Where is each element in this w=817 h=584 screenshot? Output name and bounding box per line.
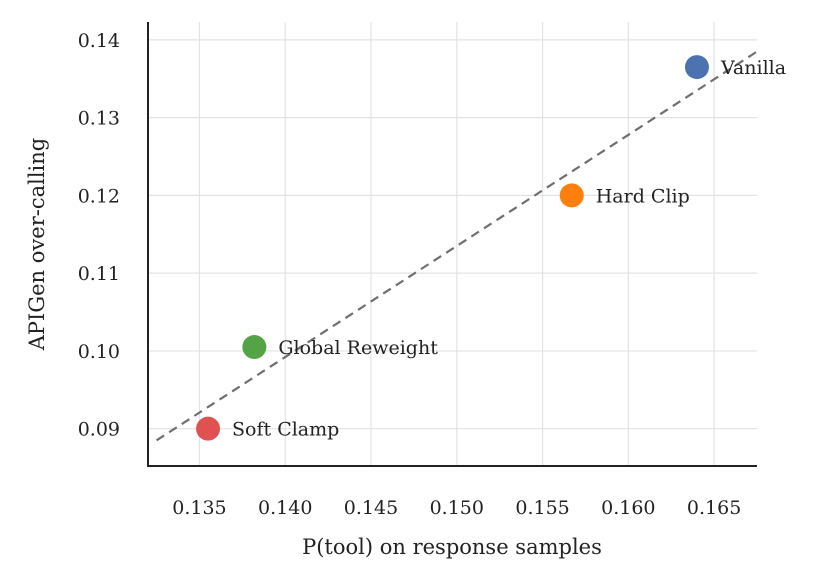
data-point-label: Vanilla xyxy=(720,57,786,79)
data-point-label: Hard Clip xyxy=(596,185,690,207)
y-tick-label: 0.14 xyxy=(78,30,120,52)
x-tick-label: 0.145 xyxy=(344,497,398,519)
y-tick-label: 0.13 xyxy=(78,108,120,130)
x-tick-label: 0.140 xyxy=(258,497,312,519)
data-point xyxy=(196,416,221,441)
y-tick-label: 0.10 xyxy=(78,341,120,363)
x-tick-label: 0.150 xyxy=(430,497,484,519)
x-axis-label: P(tool) on response samples xyxy=(302,535,602,559)
x-ticks: 0.135 0.140 0.145 0.150 0.155 0.160 0.165 xyxy=(172,497,741,519)
data-point-label: Soft Clamp xyxy=(232,419,339,441)
y-tick-label: 0.11 xyxy=(78,263,120,285)
data-point xyxy=(684,55,709,80)
x-tick-label: 0.155 xyxy=(515,497,569,519)
x-tick-label: 0.165 xyxy=(687,497,741,519)
data-point-label: Global Reweight xyxy=(278,337,438,359)
y-tick-label: 0.09 xyxy=(78,419,120,441)
y-axis-label: APIGen over-calling xyxy=(25,138,49,351)
y-ticks: 0.09 0.10 0.11 0.12 0.13 0.14 xyxy=(78,30,120,441)
grid xyxy=(148,22,757,466)
x-tick-label: 0.135 xyxy=(172,497,226,519)
data-point xyxy=(559,183,584,208)
x-tick-label: 0.160 xyxy=(601,497,655,519)
data-point xyxy=(242,335,267,360)
data-points: Vanilla Hard Clip Global Reweight Soft Clam… xyxy=(196,55,786,441)
y-tick-label: 0.12 xyxy=(78,185,120,207)
